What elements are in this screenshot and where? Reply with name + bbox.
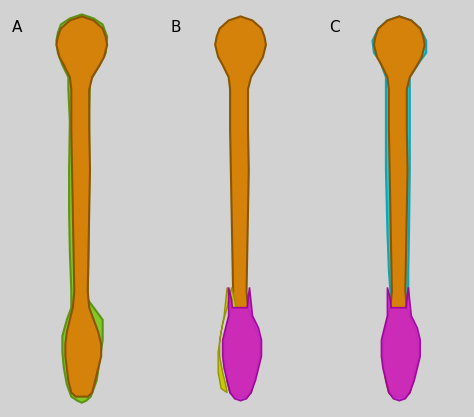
Polygon shape <box>223 287 262 401</box>
Polygon shape <box>218 287 236 393</box>
Polygon shape <box>382 287 420 401</box>
Polygon shape <box>56 15 107 403</box>
Polygon shape <box>374 16 425 397</box>
Text: C: C <box>329 20 340 35</box>
Text: B: B <box>170 20 181 35</box>
Polygon shape <box>373 16 426 299</box>
Polygon shape <box>215 16 266 397</box>
Text: A: A <box>11 20 22 35</box>
Polygon shape <box>56 16 107 397</box>
